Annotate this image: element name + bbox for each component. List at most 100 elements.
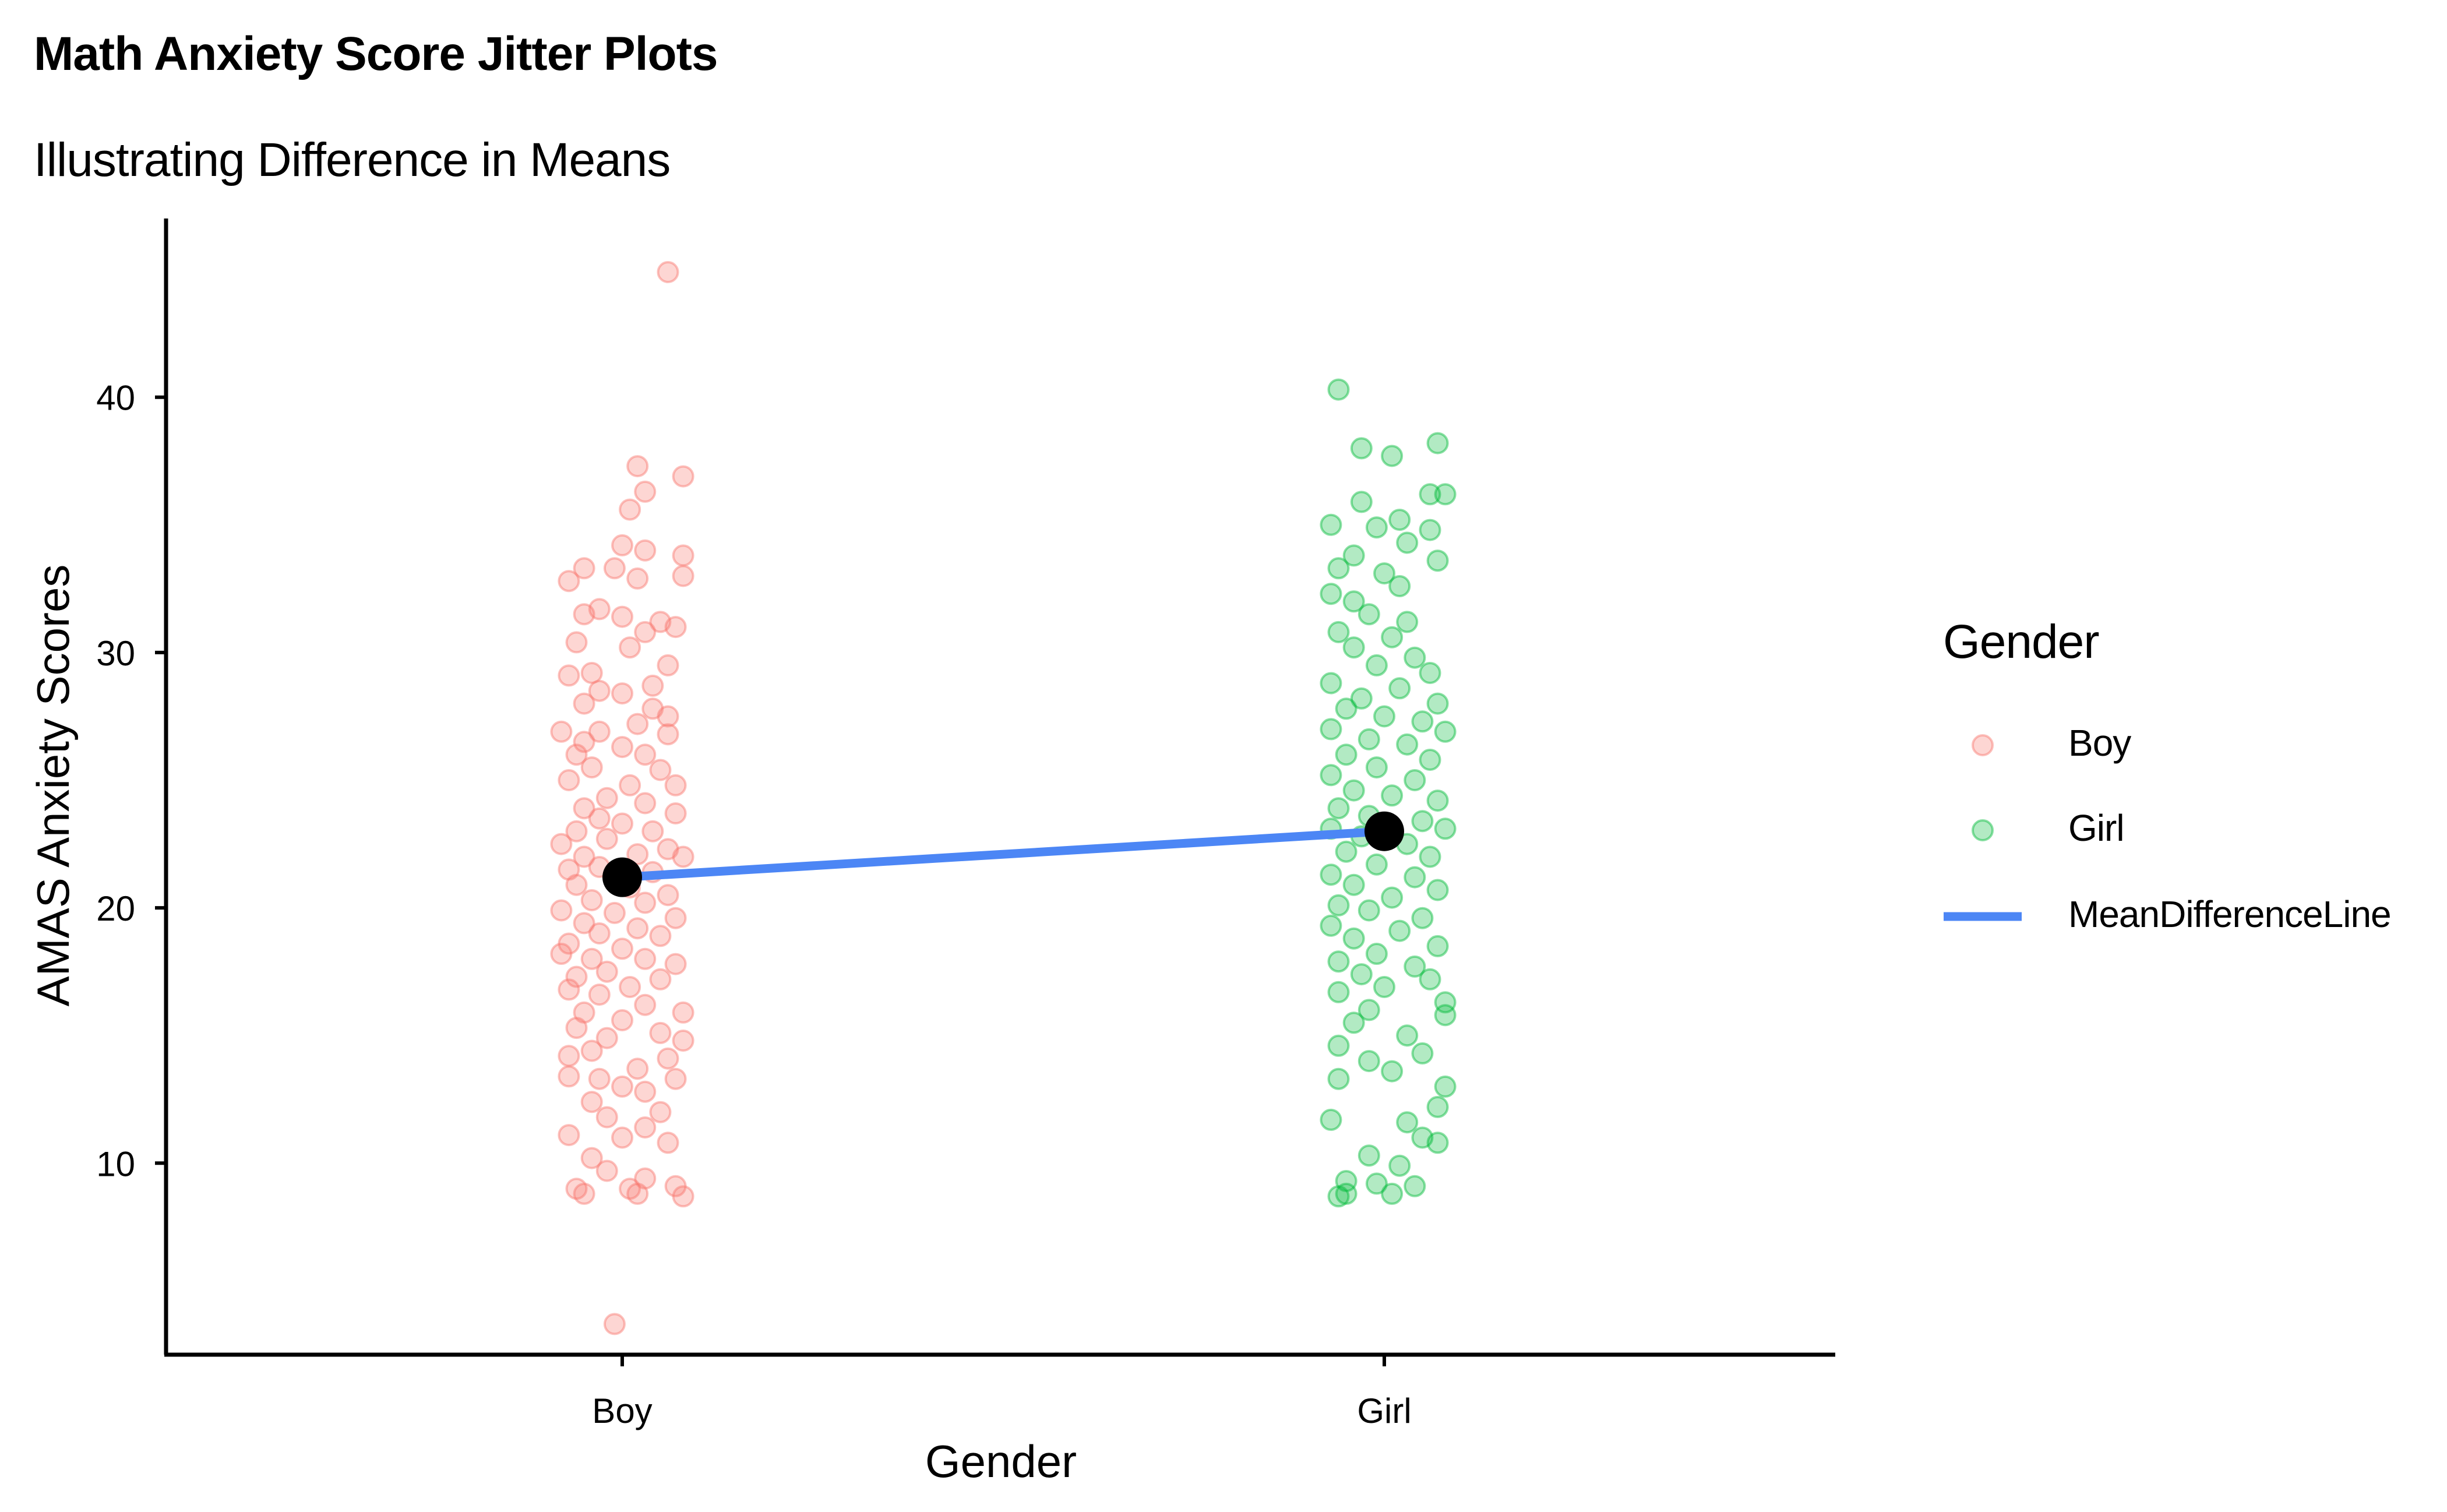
boy-point	[626, 843, 649, 866]
girl-point	[1358, 999, 1380, 1021]
girl-point	[1411, 810, 1434, 833]
boy-point	[626, 917, 649, 940]
boy-point	[664, 953, 687, 975]
boy-point	[641, 697, 664, 720]
girl-point	[1365, 943, 1388, 965]
boy-point	[664, 616, 687, 639]
girl-point	[1381, 886, 1404, 909]
boy-point	[588, 720, 611, 743]
girl-point	[1381, 445, 1404, 467]
girl-point	[1426, 1132, 1449, 1154]
boy-point	[580, 1091, 603, 1113]
boy-point	[672, 1185, 694, 1208]
girl-point	[1426, 1095, 1449, 1118]
girl-point	[1327, 797, 1350, 820]
girl-point	[1365, 654, 1388, 676]
girl-point	[1373, 705, 1395, 728]
boy-point	[641, 674, 664, 697]
boy-point	[580, 1147, 603, 1169]
y-axis-title: AMAS Anxiety Scores	[27, 565, 79, 1007]
boy-point	[657, 884, 679, 907]
girl-point	[1419, 968, 1441, 991]
girl-point	[1388, 919, 1411, 942]
boy-point	[664, 774, 687, 796]
boy-point	[626, 713, 649, 735]
boy-point	[558, 932, 580, 955]
girl-point	[1335, 840, 1358, 863]
girl-point	[1320, 864, 1342, 886]
boy-point	[611, 1126, 633, 1149]
girl-point	[1426, 790, 1449, 812]
boy-point	[550, 720, 573, 743]
points-layer	[550, 261, 1457, 1335]
girl-point	[1320, 764, 1342, 787]
boy-point	[580, 662, 603, 684]
boy-point	[634, 1116, 657, 1139]
boy-point	[611, 1075, 633, 1098]
boy-point	[565, 873, 588, 896]
girl-point	[1388, 575, 1411, 597]
girl-point	[1365, 853, 1388, 876]
boy-point	[626, 455, 649, 478]
boy-point	[649, 1101, 672, 1123]
boy-point	[672, 565, 694, 587]
boy-point	[603, 1313, 626, 1335]
girl-point	[1434, 720, 1457, 743]
boy-point	[580, 1039, 603, 1062]
boy-point	[657, 705, 679, 728]
boy-point	[664, 907, 687, 929]
girl-point	[1434, 483, 1457, 506]
boy-point	[649, 759, 672, 781]
girl-point	[1411, 1126, 1434, 1149]
boy-point	[672, 1030, 694, 1052]
boy-point	[565, 631, 588, 654]
mean-point-boy	[602, 857, 642, 897]
boy-point	[611, 534, 633, 556]
girl-point	[1404, 866, 1426, 889]
axes-layer	[164, 218, 1835, 1357]
boy-point	[595, 1106, 618, 1129]
boy-point	[565, 1178, 588, 1200]
girl-point	[1426, 935, 1449, 957]
boy-point	[558, 664, 580, 687]
girl-point	[1335, 743, 1358, 766]
boy-point	[550, 899, 573, 922]
boy-point	[672, 1001, 694, 1024]
boy-point	[657, 838, 679, 861]
boy-point	[611, 1009, 633, 1031]
boy-point	[619, 498, 641, 521]
girl-point	[1381, 626, 1404, 648]
girl-point	[1388, 509, 1411, 531]
girl-point	[1434, 817, 1457, 840]
boy-point	[634, 1080, 657, 1103]
girl-point	[1335, 697, 1358, 720]
girl-point	[1342, 636, 1365, 659]
boy-point	[573, 603, 595, 626]
boy-point	[588, 984, 611, 1006]
girl-point	[1426, 692, 1449, 715]
girl-point	[1381, 1060, 1404, 1083]
boy-point	[558, 1124, 580, 1147]
girl-point	[1350, 687, 1373, 710]
boy-point	[634, 743, 657, 766]
girl-point	[1350, 437, 1373, 460]
girl-point	[1434, 1075, 1457, 1098]
girl-point	[1358, 603, 1380, 626]
y-tick-label: 20	[96, 889, 135, 928]
girl-point	[1365, 516, 1388, 539]
boy-point	[657, 654, 679, 676]
boy-point	[611, 736, 633, 759]
jitter-plot: 10 20 30 40 Boy Girl Gender AMAS Anxiety Scor…	[27, 218, 1835, 1487]
boy-point	[672, 465, 694, 488]
girl-point	[1358, 899, 1380, 922]
y-tick-label: 40	[96, 379, 135, 418]
girl-point	[1434, 991, 1457, 1014]
boy-point	[603, 901, 626, 924]
boy-point	[558, 769, 580, 791]
boy-point	[619, 636, 641, 659]
legend-key-boy	[1972, 734, 1994, 756]
girl-point	[1396, 1111, 1419, 1134]
girl-point	[1327, 894, 1350, 917]
boy-point	[611, 812, 633, 835]
boy-point	[641, 820, 664, 843]
